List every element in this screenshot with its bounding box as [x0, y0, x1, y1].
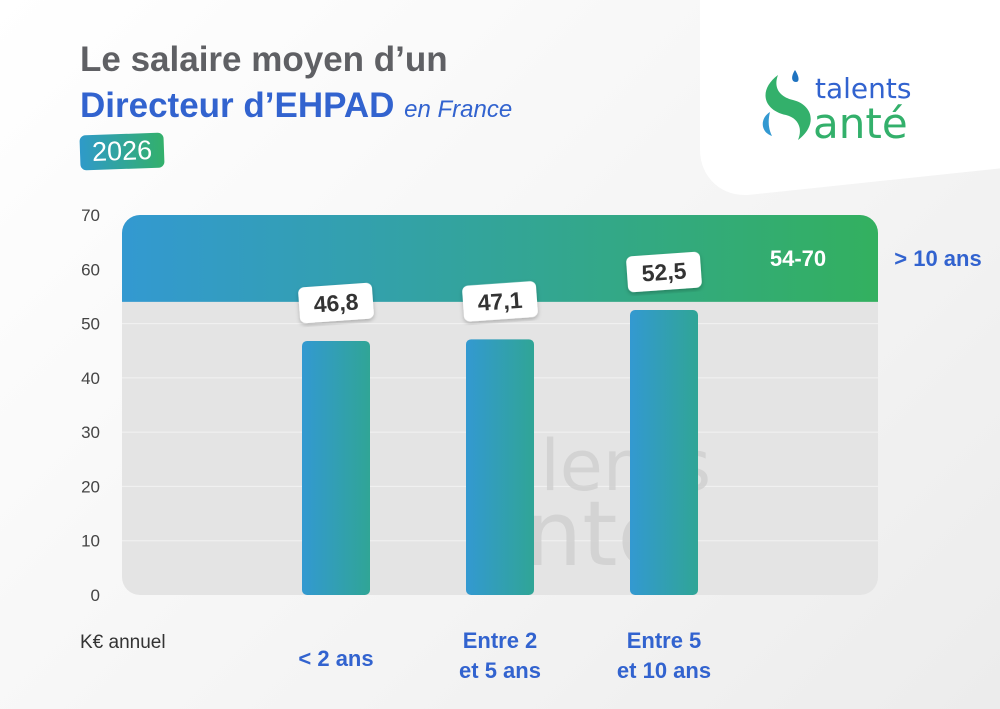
- value-label-text: 47,1: [477, 287, 524, 316]
- value-label-box: [298, 282, 374, 324]
- y-tick-label: 40: [81, 369, 100, 388]
- y-tick-label: 60: [81, 260, 100, 279]
- y-axis-unit-label: K€ annuel: [80, 632, 166, 653]
- range-band-category: > 10 ans: [894, 246, 981, 271]
- bar: [466, 339, 534, 595]
- value-label: 47,1: [462, 281, 538, 322]
- category-label: Entre 5 et 10 ans: [617, 628, 711, 683]
- svg-text:talents: talents: [815, 72, 911, 105]
- y-tick-label: 20: [81, 477, 100, 496]
- value-label: 52,5: [626, 251, 702, 293]
- y-tick-label: 50: [81, 315, 100, 334]
- y-tick-label: 70: [81, 206, 100, 225]
- talents-sante-logo: talents anté: [762, 70, 911, 145]
- value-label-text: 46,8: [313, 288, 360, 317]
- title-line-2: Directeur d’EHPAD en France: [80, 86, 512, 126]
- title-job: Directeur d’EHPAD: [80, 86, 395, 125]
- value-label-box: [462, 281, 538, 322]
- value-label-box: [626, 251, 702, 293]
- title-line-1: Le salaire moyen d’un: [80, 40, 448, 79]
- svg-text:anté: anté: [813, 99, 908, 145]
- range-band-label: 54-70: [770, 246, 826, 271]
- category-label: < 2 ans: [298, 646, 373, 671]
- bar: [302, 340, 370, 595]
- y-tick-label: 0: [91, 586, 100, 605]
- title-suffix: en France: [404, 96, 513, 123]
- y-tick-label: 10: [81, 532, 100, 551]
- bar: [630, 310, 698, 595]
- value-label: 46,8: [298, 282, 374, 324]
- category-label: Entre 2 et 5 ans: [459, 628, 541, 683]
- y-tick-label: 30: [81, 423, 100, 442]
- value-label-text: 52,5: [641, 257, 688, 286]
